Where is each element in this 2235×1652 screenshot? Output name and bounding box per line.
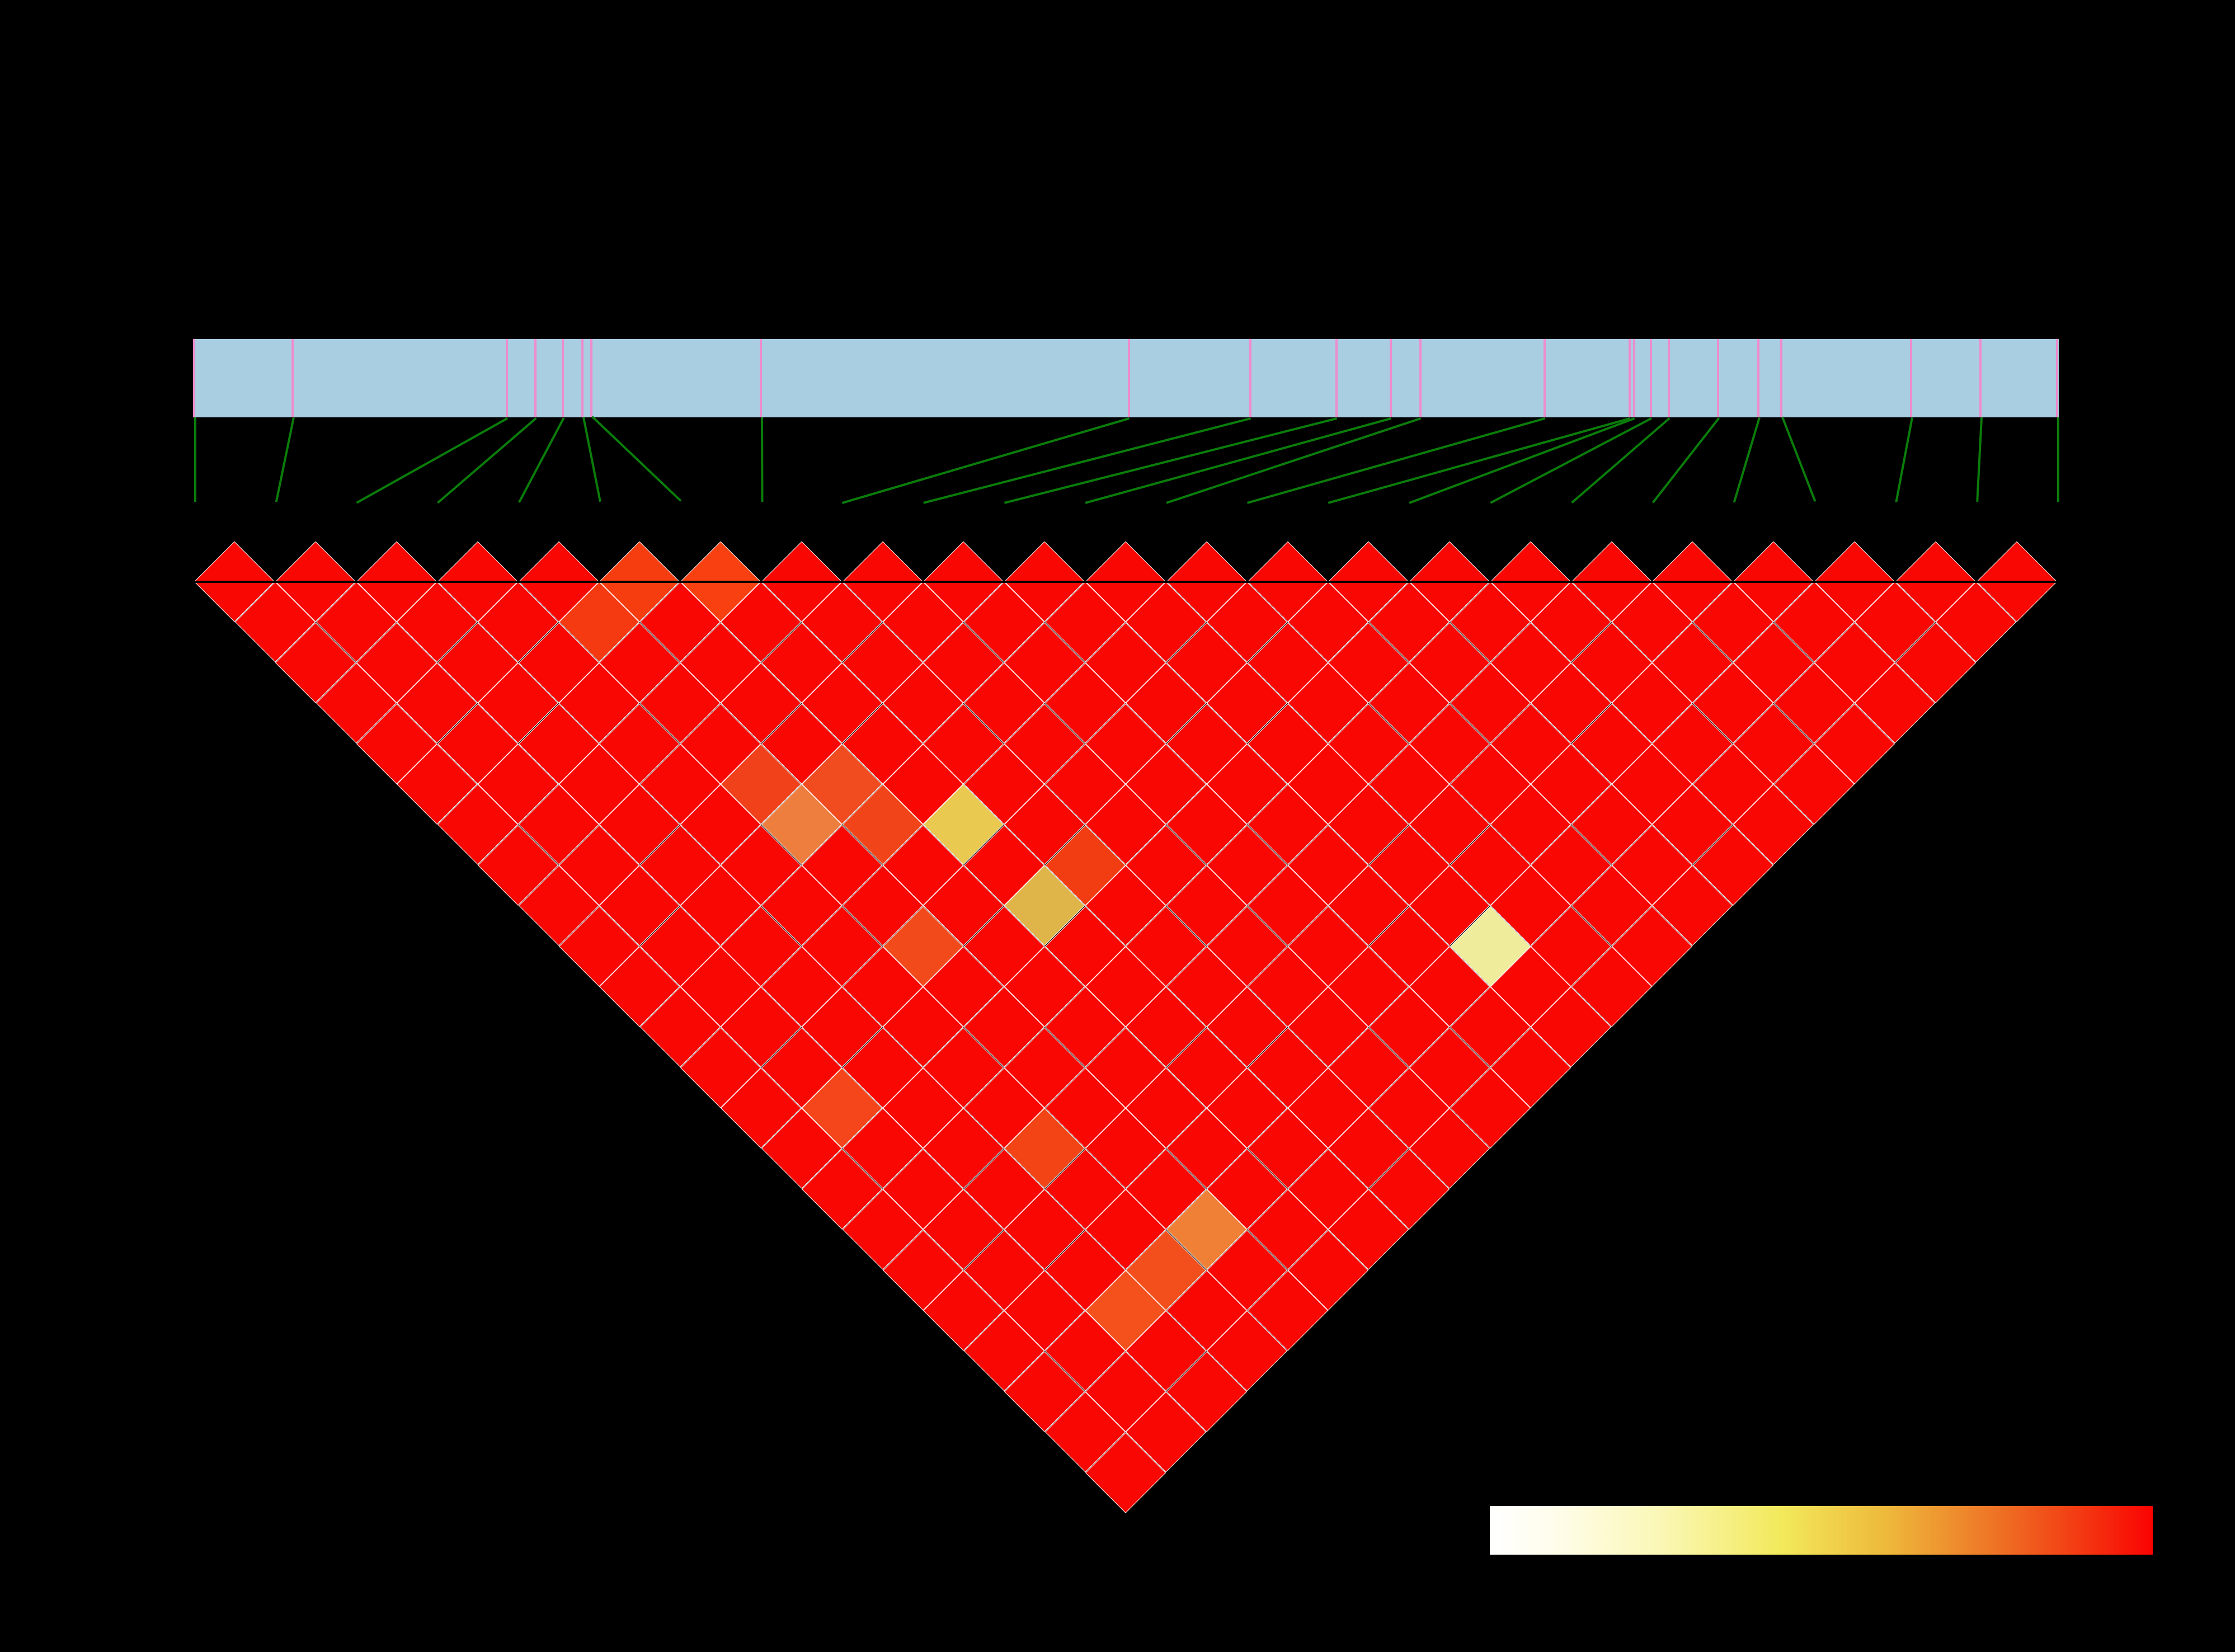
map-connector-line xyxy=(518,417,565,503)
map-connector-line xyxy=(1490,417,1652,504)
snp-tick xyxy=(1128,339,1130,417)
snp-tick xyxy=(1419,339,1422,417)
map-connector-line xyxy=(1781,416,1817,502)
heatmap-diagonal-line xyxy=(194,581,2057,583)
color-key-gradient xyxy=(1490,1506,2153,1555)
map-connector-line xyxy=(1733,417,1761,503)
map-connector-line xyxy=(591,416,682,502)
snp-tick xyxy=(1910,339,1912,417)
snp-tick xyxy=(1757,339,1759,417)
map-connector-line xyxy=(1976,417,1983,502)
snp-tick xyxy=(506,339,508,417)
snp-tick xyxy=(1629,339,1631,417)
map-connector-line xyxy=(1085,417,1392,504)
snp-tick xyxy=(1717,339,1719,417)
snp-tick xyxy=(1544,339,1546,417)
snp-tick xyxy=(2056,339,2058,417)
snp-tick xyxy=(590,339,592,417)
snp-tick xyxy=(1249,339,1251,417)
map-connector-line xyxy=(194,417,196,502)
snp-tick xyxy=(1335,339,1338,417)
snp-tick xyxy=(760,339,762,417)
snp-tick xyxy=(562,339,564,417)
map-connector-line xyxy=(1409,417,1635,504)
map-connector-line xyxy=(2057,417,2059,502)
snp-tick xyxy=(1650,339,1652,417)
snp-tick xyxy=(1668,339,1670,417)
map-connector-line xyxy=(1652,417,1720,503)
snp-tick xyxy=(1780,339,1782,417)
map-connector-line xyxy=(1895,417,1913,502)
map-connector-line xyxy=(275,417,295,502)
snp-tick xyxy=(1633,339,1635,417)
snp-tick xyxy=(581,339,584,417)
snp-tick xyxy=(291,339,294,417)
map-connector-line xyxy=(761,417,764,502)
snp-tick xyxy=(193,339,195,417)
snp-tick xyxy=(1979,339,1982,417)
snp-tick xyxy=(534,339,537,417)
snp-tick xyxy=(1390,339,1392,417)
map-connector-line xyxy=(582,417,601,502)
genomic-map-bar xyxy=(193,339,2059,417)
